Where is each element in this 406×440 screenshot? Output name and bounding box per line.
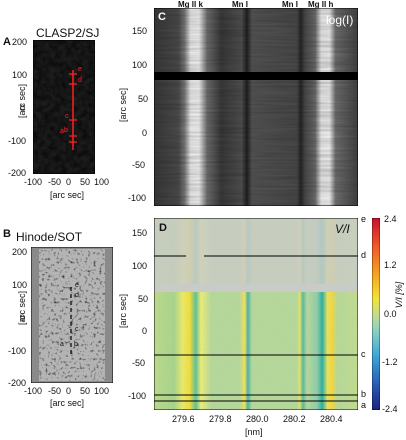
panel-d-row-marker-a: a	[361, 400, 367, 410]
panel-c-line-label-mn1: Mn I	[232, 0, 248, 9]
panel-a-xtick: -100	[24, 177, 43, 187]
panel-b-xtick: 0	[66, 386, 72, 396]
panel-c-line-label-mn2: Mn I	[282, 0, 298, 9]
colorbar-label: V/I [%]	[394, 281, 404, 309]
panel-b-ytick: 200	[12, 247, 28, 257]
panel-b-xlabel: [arc sec]	[50, 398, 85, 408]
panel-b-image	[31, 247, 113, 383]
panel-d-ytick: 100	[132, 261, 148, 271]
panel-a-letter: A	[3, 36, 11, 48]
panel-b-marker-a: a	[60, 341, 64, 348]
panel-d-row-marker-e: e	[361, 214, 367, 224]
panel-c-ytick: 150	[132, 26, 148, 36]
panel-b-xtick: 50	[80, 386, 91, 396]
panel-d-row-marker-d: d	[361, 250, 367, 260]
panel-a-xtick: 50	[80, 177, 91, 187]
panel-b-xtick: -50	[48, 386, 62, 396]
colorbar-tick: 0.0	[384, 309, 397, 319]
panel-b-ytick: -100	[8, 346, 27, 356]
panel-d-ytick: 0	[142, 326, 148, 336]
panel-d-ytick: 150	[132, 228, 148, 238]
panel-d-xtick: 279.6	[172, 414, 195, 424]
panel-b-ytick: -200	[8, 378, 27, 388]
panel-a-marker-e: e	[78, 66, 82, 73]
panel-d-ytick: -50	[132, 358, 146, 368]
colorbar-tick: -2.4	[382, 404, 398, 414]
panel-a-xtick: 100	[94, 177, 110, 187]
colorbar-tick: 2.4	[384, 214, 397, 224]
panel-d-xtick: 280.0	[246, 414, 269, 424]
panel-d-xtick: 279.8	[209, 414, 232, 424]
panel-a-marker-b: b	[64, 127, 68, 134]
panel-d-xtick: 280.2	[283, 414, 306, 424]
panel-d-row-marker-c: c	[361, 349, 366, 359]
panel-a-xtick: 0	[66, 177, 72, 187]
panel-c-ytick: -100	[128, 193, 147, 203]
panel-b-ytick: 0	[20, 313, 26, 323]
panel-a-ytick: 200	[12, 37, 28, 47]
colorbar	[372, 218, 380, 410]
panel-a-ytick: -200	[8, 168, 27, 178]
panel-c-letter: C	[158, 11, 166, 23]
colorbar-tick: -1.2	[382, 357, 398, 367]
panel-d-xlabel: [nm]	[245, 427, 263, 437]
colorbar-tick: 1.2	[384, 260, 397, 270]
panel-b-marker-b: b	[74, 341, 78, 348]
panel-a-xlabel: [arc sec]	[50, 190, 85, 200]
panel-b-letter: B	[3, 228, 11, 240]
panel-a-image	[33, 40, 95, 174]
panel-c-ytick: 50	[138, 94, 149, 104]
panel-a-marker-a: a	[60, 128, 64, 135]
panel-a-ytick: -100	[8, 136, 27, 146]
panel-b-title: Hinode/SOT	[16, 230, 83, 244]
panel-c-plot	[154, 8, 358, 206]
panel-d-letter: D	[159, 222, 167, 234]
panel-c-line-label-mgh: Mg II h	[308, 0, 334, 9]
panel-c-ytick: 100	[132, 60, 148, 70]
panel-d-plot	[154, 218, 358, 410]
panel-b-marker-e: e	[75, 282, 79, 289]
panel-a-title: CLASP2/SJ	[36, 26, 100, 40]
panel-c-ytick: 0	[142, 128, 148, 138]
panel-c-title: log(I)	[326, 13, 354, 27]
panel-d-xtick: 280.4	[320, 414, 343, 424]
panel-a-xtick: -50	[48, 177, 62, 187]
panel-a-marker-c: c	[65, 113, 69, 120]
panel-d-ytick: -100	[128, 391, 147, 401]
panel-c-ytick: -50	[132, 160, 146, 170]
panel-d-ytick: 50	[138, 294, 149, 304]
panel-c-line-label-mgk: Mg II k	[178, 0, 203, 9]
panel-d-title: V/I	[335, 222, 350, 236]
panel-a-marker-d: d	[78, 77, 82, 84]
panel-a-ylabel: [arc sec]	[17, 84, 27, 119]
panel-b-xtick: -100	[24, 386, 43, 396]
panel-a-ytick: 0	[20, 103, 26, 113]
panel-b-marker-c: c	[75, 326, 79, 333]
panel-a-ytick: 100	[12, 70, 28, 80]
panel-b-ytick: 100	[12, 280, 28, 290]
panel-c-ylabel: [arc sec]	[118, 88, 128, 123]
panel-b-marker-d: d	[75, 292, 79, 299]
panel-d-ylabel: [arc sec]	[118, 294, 128, 329]
panel-b-xtick: 100	[94, 386, 110, 396]
panel-d-row-marker-b: b	[361, 389, 367, 399]
